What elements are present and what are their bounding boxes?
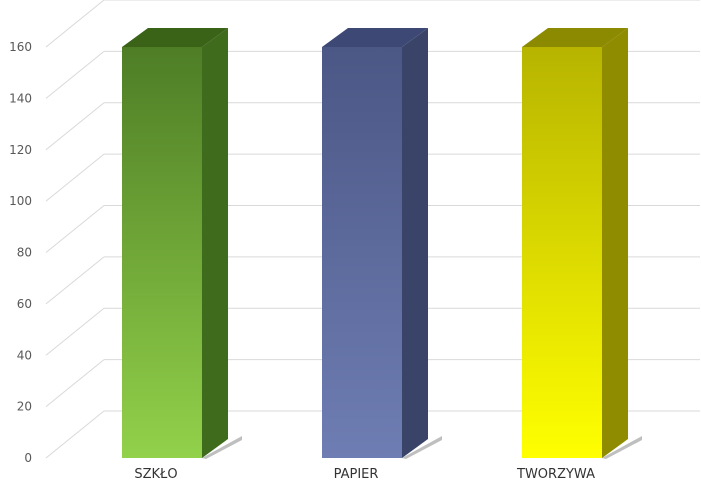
y-tick-label: 60 (17, 297, 32, 311)
bar (122, 28, 242, 459)
x-category-label: PAPIER (334, 467, 379, 482)
bar-side (402, 28, 428, 458)
x-category-label: SZKŁO (134, 467, 177, 482)
bar-front (122, 47, 202, 458)
gridline-diagonal (46, 51, 104, 98)
gridline-diagonal (46, 154, 104, 201)
x-category-label: TWORZYWA (516, 467, 595, 482)
y-tick-label: 40 (17, 348, 32, 362)
bar (322, 28, 442, 459)
gridline-diagonal (46, 103, 104, 150)
bar-side (602, 28, 628, 458)
bar-side (202, 28, 228, 458)
bar-front (322, 47, 402, 458)
y-tick-label: 80 (17, 246, 32, 260)
gridline-diagonal (46, 257, 104, 304)
gridline-diagonal (46, 360, 104, 407)
gridline-diagonal (46, 308, 104, 355)
gridline-diagonal (46, 206, 104, 253)
bar (522, 28, 642, 459)
y-tick-label: 0 (24, 451, 32, 465)
gridline-diagonal (46, 411, 104, 458)
y-axis-ticks: 0 20 40 60 80 100 120 140 160 (9, 40, 32, 465)
y-tick-label: 160 (9, 40, 32, 54)
gridline-diagonal (46, 0, 104, 47)
y-tick-label: 140 (9, 91, 32, 105)
y-tick-label: 20 (17, 400, 32, 414)
y-tick-label: 120 (9, 143, 32, 157)
bars (122, 28, 642, 459)
x-axis-labels: SZKŁO PAPIER TWORZYWA (134, 467, 595, 482)
y-tick-label: 100 (9, 194, 32, 208)
bar-front (522, 47, 602, 458)
